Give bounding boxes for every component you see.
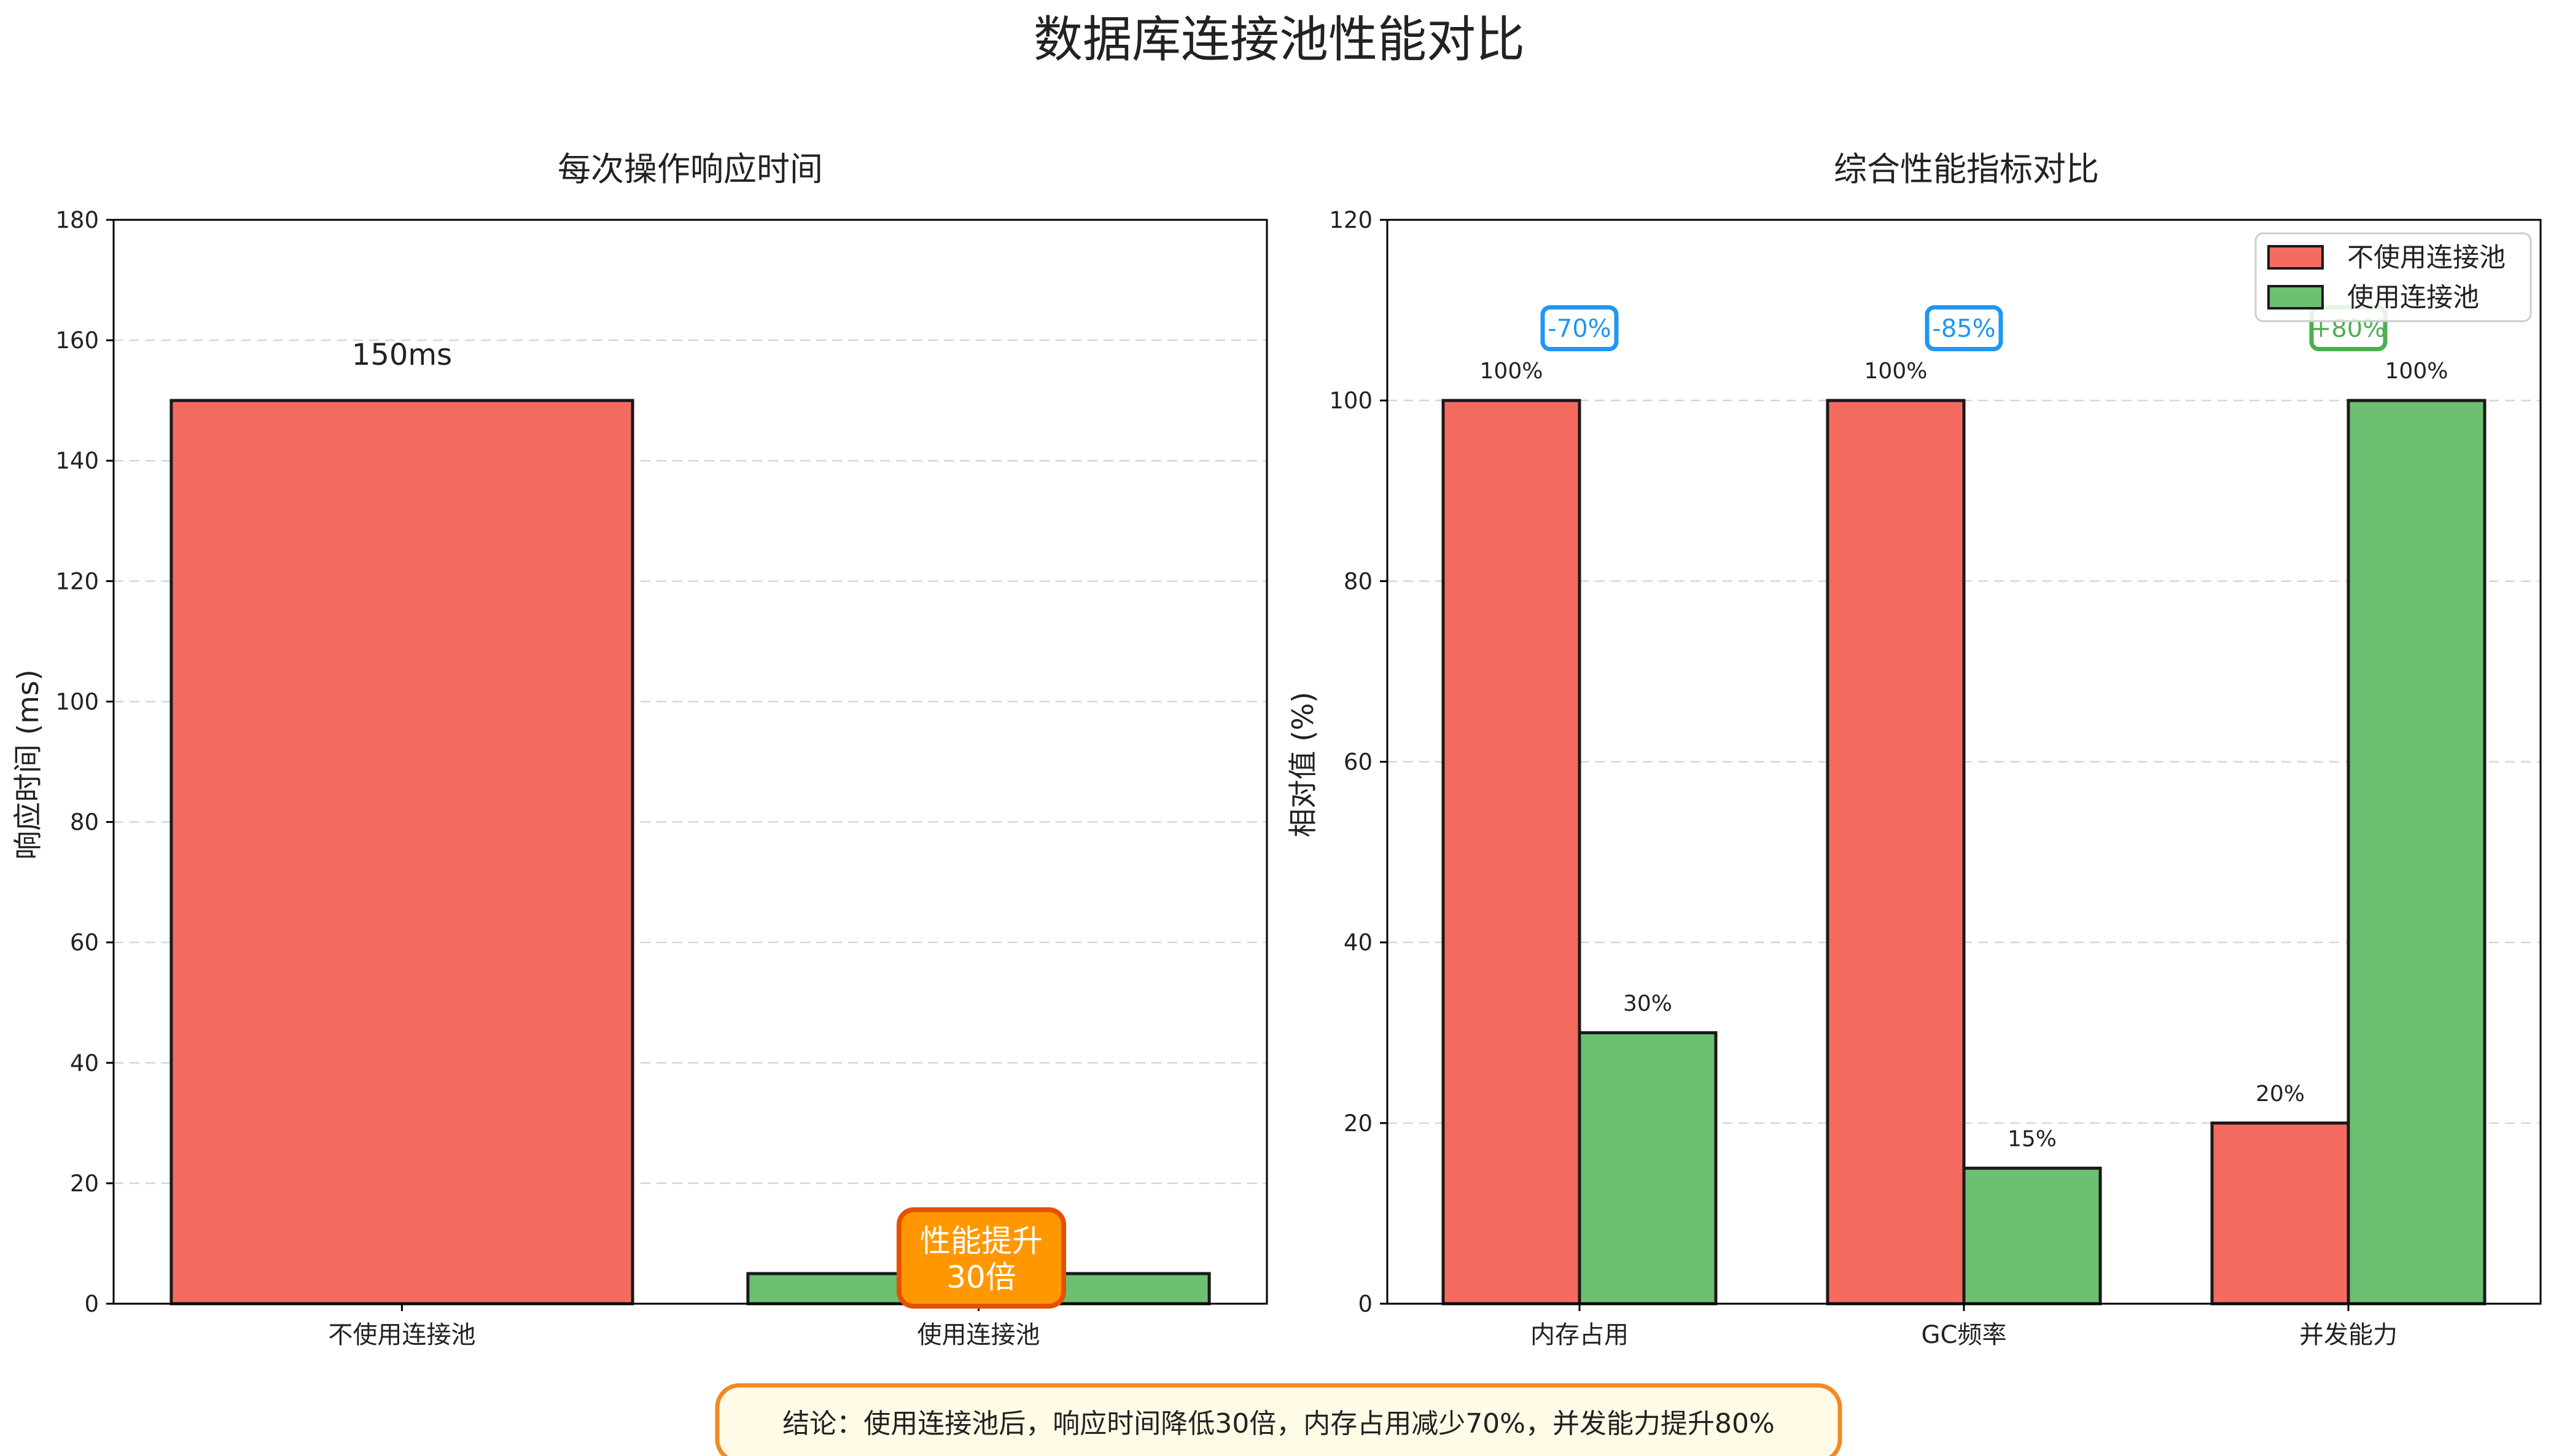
right-bar-value-label: 100% [1480, 359, 1543, 384]
bar-with-pool [1962, 1166, 2102, 1306]
left-x-tick-label: 使用连接池 [917, 1321, 1040, 1349]
conclusion-box: 结论：使用连接池后，响应时间降低30倍，内存占用减少70%，并发能力提升80% [715, 1383, 1842, 1456]
right-bar-value-label: 30% [1623, 991, 1672, 1016]
right-bars [1441, 399, 2487, 1306]
left-plot-frame [112, 219, 1268, 1305]
right-y-tick-label: 60 [1344, 749, 1373, 776]
right-y-tick-label: 0 [1358, 1291, 1373, 1317]
left-bar [169, 399, 634, 1306]
left-y-tick-label: 140 [55, 448, 99, 474]
conclusion-frame [715, 1383, 1842, 1456]
change-badge-box [1540, 305, 1619, 351]
right-y-tick-label: 120 [1329, 207, 1373, 233]
right-bar-value-label: 100% [1864, 359, 1928, 384]
left-y-tick-label: 100 [55, 688, 99, 715]
boost-badge-box [897, 1207, 1066, 1309]
bar-without-pool [1826, 399, 1966, 1306]
change-badge-label: -70% [1548, 315, 1611, 343]
legend-label-with-pool: 使用连接池 [2347, 282, 2479, 313]
left-y-tick-label: 180 [55, 207, 99, 233]
performance-boost-annotation: 性能提升 30倍 [897, 1207, 1066, 1309]
boost-badge-line1: 性能提升 [920, 1223, 1043, 1259]
right-bar-value-label: 15% [2008, 1126, 2057, 1151]
left-y-tick-label: 0 [84, 1291, 99, 1317]
left-y-tick-label: 160 [55, 327, 99, 354]
bar-with-pool [2347, 399, 2487, 1306]
left-value-labels: 150ms [352, 338, 452, 372]
boost-badge-line2: 30倍 [946, 1259, 1016, 1295]
right-y-tick-label: 100 [1329, 387, 1373, 414]
metrics-comparison-chart: 综合性能指标对比 相对值 (%) 0 20 40 60 80 100 120 内存占用 GC频… [1287, 150, 2542, 1349]
left-chart-title: 每次操作响应时间 [558, 150, 823, 189]
left-y-ticks: 0 20 40 60 80 100 120 140 160 180 [55, 207, 114, 1317]
legend: 不使用连接池 使用连接池 [2254, 232, 2532, 322]
right-chart-title: 综合性能指标对比 [1834, 150, 2099, 189]
bar-without-pool [1441, 399, 1581, 1306]
legend-swatch-with-pool [2267, 285, 2324, 309]
right-y-axis-label: 相对值 (%) [1287, 691, 1320, 837]
right-x-tick-label: GC频率 [1922, 1321, 2007, 1349]
left-y-tick-label: 60 [70, 930, 99, 956]
change-badge-box [1925, 305, 2003, 351]
left-y-tick-label: 40 [70, 1050, 99, 1076]
bar-without-pool [2210, 1121, 2350, 1306]
response-time-chart: 每次操作响应时间 响应时间 (ms) 0 20 40 60 80 100 120 140 160… [12, 150, 1268, 1349]
right-value-labels: 100% 30% 100% 15% 20% 100% [1480, 359, 2448, 1151]
left-y-tick-label: 80 [70, 809, 99, 836]
change-badge-label: -85% [1932, 315, 1995, 343]
right-y-tick-label: 40 [1344, 930, 1373, 956]
left-x-ticks: 不使用连接池 使用连接池 [329, 1304, 1040, 1349]
legend-swatch-without-pool [2267, 245, 2324, 270]
left-y-axis-label: 响应时间 (ms) [12, 669, 45, 860]
legend-box [2254, 232, 2532, 322]
right-x-ticks: 内存占用 GC频率 并发能力 [1530, 1304, 2397, 1349]
right-y-tick-label: 20 [1344, 1110, 1373, 1137]
left-bars [169, 399, 1211, 1306]
figure-title: 数据库连接池性能对比 [1034, 11, 1525, 68]
right-y-ticks: 0 20 40 60 80 100 120 [1329, 207, 1387, 1317]
left-bar-value-label: 150ms [352, 338, 452, 372]
left-y-tick-label: 20 [70, 1170, 99, 1197]
left-x-tick-label: 不使用连接池 [329, 1321, 476, 1349]
right-bar-value-label: 100% [2385, 359, 2448, 384]
bar-with-pool [1578, 1031, 1718, 1306]
right-y-tick-label: 80 [1344, 568, 1373, 594]
right-x-tick-label: 并发能力 [2299, 1321, 2397, 1349]
legend-label-without-pool: 不使用连接池 [2347, 243, 2506, 273]
left-y-tick-label: 120 [55, 568, 99, 594]
right-bar-value-label: 20% [2256, 1081, 2305, 1107]
right-x-tick-label: 内存占用 [1530, 1321, 1629, 1349]
conclusion-text: 结论：使用连接池后，响应时间降低30倍，内存占用减少70%，并发能力提升80% [782, 1408, 1775, 1439]
